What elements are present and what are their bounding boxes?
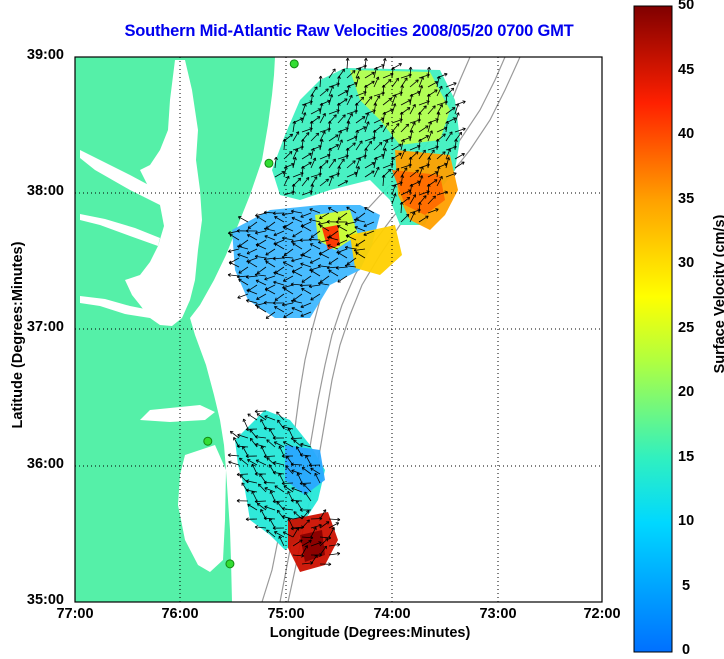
albemarle-sound — [140, 405, 215, 422]
radar-stations — [203, 59, 299, 569]
river-rappahannock — [80, 214, 160, 246]
x-tick-label: 74:00 — [373, 606, 411, 622]
y-tick-label: 38:00 — [26, 183, 64, 199]
x-axis-label: Longitude (Degrees:Minutes) — [269, 625, 471, 641]
colorbar-tick-label: 25 — [678, 320, 695, 336]
colorbar-tick-label: 40 — [678, 126, 695, 142]
radar-station-marker — [203, 436, 213, 446]
velocity-field — [232, 68, 460, 572]
map-grid — [75, 57, 602, 602]
x-tick-label: 75:00 — [267, 606, 305, 622]
colorbar-tick-label: 35 — [678, 191, 695, 207]
x-tick-label: 76:00 — [161, 606, 199, 622]
y-tick-label: 35:00 — [26, 592, 64, 608]
colorbar-label: Surface Velocity (cm/s) — [712, 214, 724, 374]
x-tick-label: 77:00 — [56, 606, 94, 622]
colorbar-tick-label: 0 — [682, 642, 691, 658]
colorbar-tick-label: 20 — [678, 384, 695, 400]
river-potomac — [80, 150, 160, 205]
y-tick-label: 39:00 — [26, 47, 64, 63]
colorbar-tick-label: 45 — [678, 62, 695, 78]
colorbar-tick-label: 5 — [682, 578, 691, 594]
colorbar-tick-label: 30 — [678, 255, 695, 271]
y-axis-label: Latitude (Degrees:Minutes) — [10, 241, 26, 429]
colorbar-tick-label: 50 — [678, 0, 695, 13]
y-tick-label: 36:00 — [26, 456, 64, 472]
pamlico-sound — [178, 445, 226, 572]
radar-station-marker — [264, 158, 274, 168]
map-title: Southern Mid-Atlantic Raw Velocities 200… — [124, 22, 574, 40]
colorbar-tick-label: 10 — [678, 513, 695, 529]
river-james — [80, 296, 150, 318]
y-tick-label: 37:00 — [26, 319, 64, 335]
x-tick-label: 72:00 — [583, 606, 621, 622]
x-tick-label: 73:00 — [479, 606, 517, 622]
velocity-arrows — [227, 57, 466, 567]
radar-station-marker — [225, 559, 235, 569]
colorbar — [633, 5, 673, 653]
colorbar-tick-label: 15 — [678, 449, 695, 465]
radar-station-marker — [289, 59, 299, 69]
map-frame — [74, 56, 603, 603]
